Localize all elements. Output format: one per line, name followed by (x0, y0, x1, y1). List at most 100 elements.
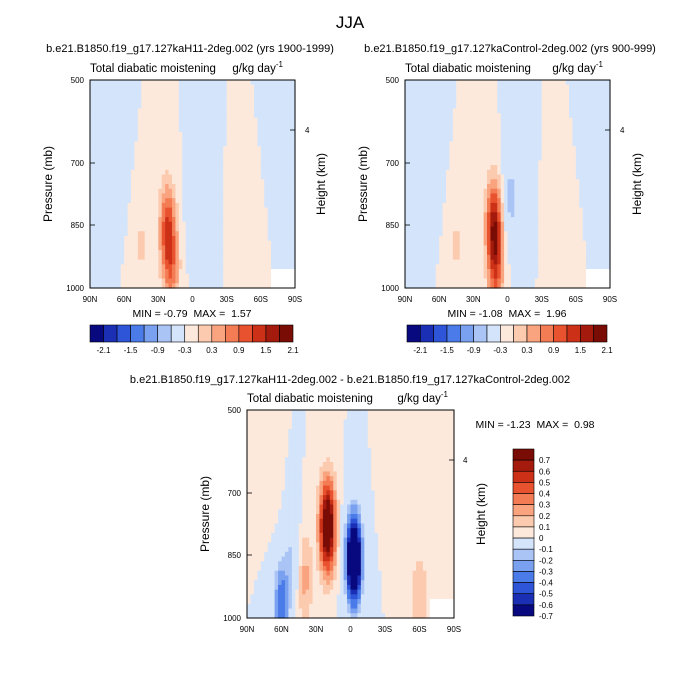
heatmap-cell (264, 240, 269, 247)
heatmap-cell (446, 127, 451, 133)
heatmap-cell (291, 179, 296, 185)
heatmap-cell (202, 150, 207, 157)
heatmap-cell (524, 193, 529, 199)
heatmap-cell (100, 132, 105, 138)
heatmap-cell (264, 273, 269, 280)
heatmap-cell (185, 165, 190, 171)
heatmap-cell (148, 113, 153, 119)
heatmap-cell (148, 188, 153, 195)
heatmap-cell (442, 141, 447, 147)
heatmap-cell (473, 188, 478, 195)
heatmap-cell (411, 226, 416, 232)
heatmap-cell (459, 136, 464, 143)
heatmap-cell (500, 103, 505, 109)
heatmap-cell (124, 122, 129, 128)
heatmap-cell (603, 80, 608, 86)
heatmap-cell (223, 113, 228, 119)
heatmap-cell (219, 283, 224, 289)
heatmap-cell (428, 160, 433, 166)
heatmap-cell (267, 184, 272, 190)
heatmap-cell (531, 150, 536, 157)
heatmap-cell (247, 160, 252, 166)
heatmap-cell (592, 179, 597, 185)
heatmap-cell (439, 136, 444, 143)
heatmap-cell (103, 169, 108, 176)
heatmap-cell (172, 169, 177, 176)
heatmap-cell (161, 98, 166, 105)
heatmap-cell (90, 84, 95, 91)
heatmap-cell (463, 117, 468, 124)
heatmap-cell (476, 165, 481, 171)
heatmap-cell (277, 127, 282, 133)
heatmap-cell (517, 202, 522, 209)
heatmap-cell (284, 179, 289, 185)
heatmap-cell (428, 179, 433, 185)
heatmap-cell (493, 202, 498, 209)
heatmap-cell (459, 127, 464, 133)
heatmap-cell (267, 188, 272, 195)
heatmap-cell (165, 273, 170, 280)
heatmap-cell (209, 283, 214, 289)
heatmap-cell (226, 273, 231, 280)
heatmap-cell (240, 132, 245, 138)
heatmap-cell (442, 221, 447, 228)
heatmap-cell (199, 146, 204, 152)
heatmap-cell (219, 226, 224, 232)
heatmap-cell (422, 174, 427, 180)
heatmap-cell (452, 108, 457, 114)
heatmap-cell (548, 150, 553, 157)
heatmap-cell (240, 254, 245, 261)
heatmap-cell (233, 278, 238, 284)
heatmap-cell (442, 150, 447, 157)
heatmap-cell (178, 259, 183, 265)
heatmap-cell (137, 254, 142, 261)
heatmap-cell (432, 155, 437, 161)
heatmap-cell (189, 98, 194, 105)
heatmap-cell (599, 98, 604, 105)
heatmap-cell (291, 240, 296, 247)
heatmap-cell (592, 146, 597, 152)
heatmap-cell (260, 240, 265, 247)
heatmap-cell (435, 259, 440, 265)
heatmap-cell (103, 221, 108, 228)
heatmap-cell (271, 245, 276, 251)
heatmap-cell (264, 193, 269, 199)
heatmap-cell (264, 278, 269, 284)
heatmap-cell (137, 250, 142, 256)
heatmap-cell (154, 146, 159, 152)
heatmap-cell (131, 226, 136, 232)
heatmap-cell (422, 160, 427, 166)
heatmap-cell (493, 250, 498, 256)
heatmap-cell (493, 155, 498, 161)
heatmap-cell (551, 122, 556, 128)
heatmap-cell (558, 231, 563, 237)
heatmap-cell (599, 217, 604, 223)
heatmap-cell (507, 184, 512, 190)
heatmap-cell (168, 269, 173, 275)
heatmap-cell (555, 174, 560, 180)
heatmap-cell (415, 179, 420, 185)
heatmap-cell (480, 250, 485, 256)
heatmap-cell (202, 259, 207, 265)
heatmap-cell (175, 264, 180, 270)
heatmap-cell (131, 236, 136, 242)
heatmap-cell (192, 188, 197, 195)
heatmap-cell (599, 155, 604, 161)
heatmap-cell (466, 165, 471, 171)
heatmap-cell (463, 98, 468, 105)
heatmap-cell (538, 240, 543, 247)
heatmap-cell (103, 98, 108, 105)
heatmap-cell (446, 193, 451, 199)
heatmap-cell (148, 226, 153, 232)
heatmap-cell (216, 283, 221, 289)
heatmap-cell (151, 283, 156, 289)
heatmap-cell (504, 179, 509, 185)
heatmap-cell (216, 240, 221, 247)
heatmap-cell (476, 160, 481, 166)
heatmap-cell (100, 207, 105, 213)
heatmap-cell (528, 132, 533, 138)
heatmap-cell (264, 127, 269, 133)
heatmap-cell (579, 89, 584, 95)
heatmap-cell (483, 132, 488, 138)
heatmap-cell (521, 132, 526, 138)
